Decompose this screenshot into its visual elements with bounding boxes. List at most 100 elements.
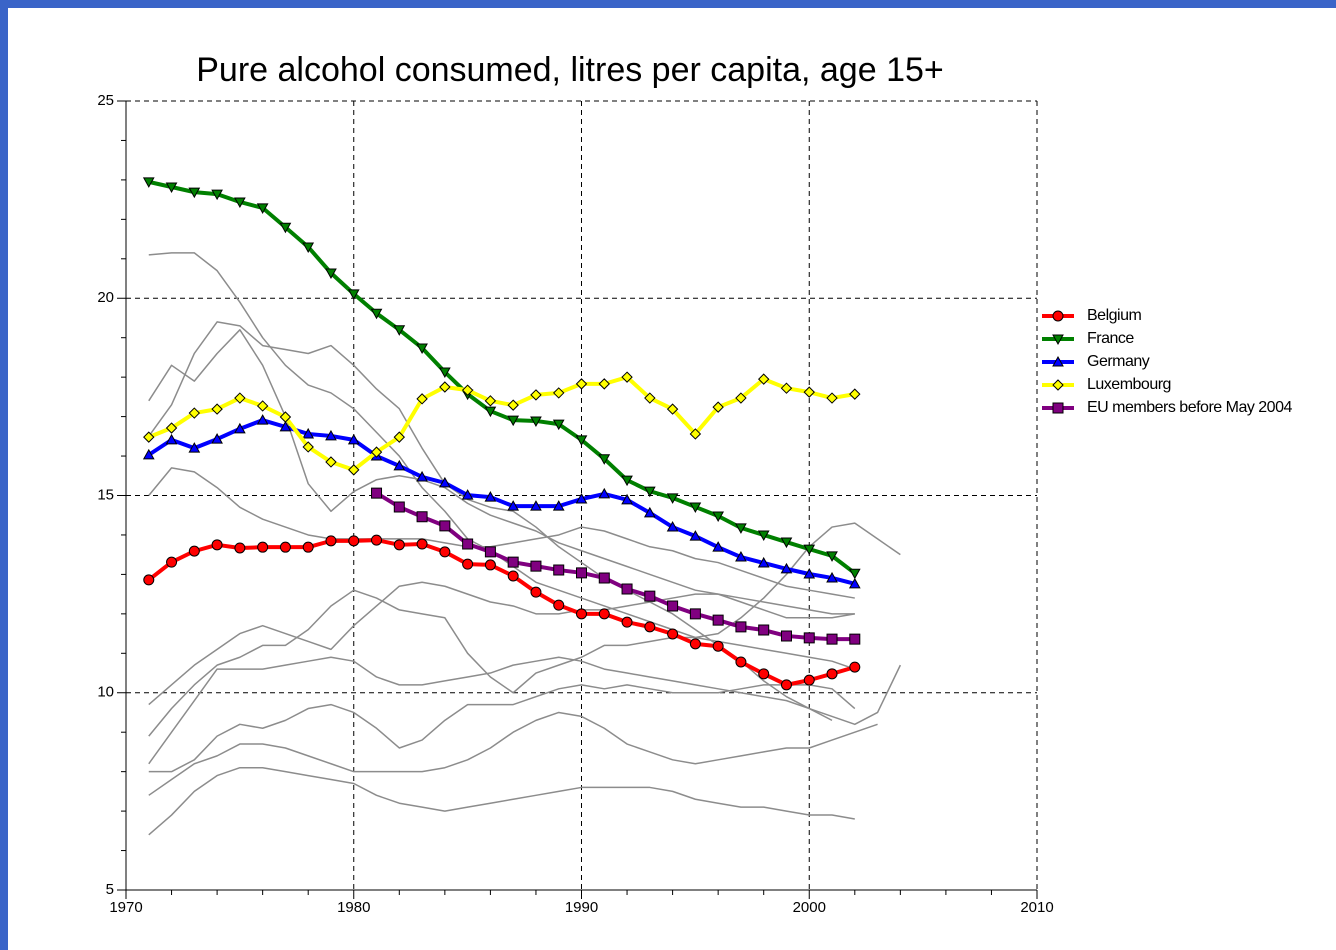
background-line bbox=[148, 329, 855, 615]
marker bbox=[416, 343, 428, 354]
page: Pure alcohol consumed, litres per capita… bbox=[8, 8, 1336, 950]
marker bbox=[735, 551, 747, 562]
marker bbox=[712, 640, 724, 652]
marker bbox=[689, 502, 702, 513]
background-line bbox=[148, 581, 855, 706]
marker bbox=[530, 500, 542, 511]
background-line bbox=[148, 684, 856, 773]
chart-title: Pure alcohol consumed, litres per capita… bbox=[196, 51, 944, 89]
marker bbox=[575, 378, 588, 390]
marker bbox=[552, 500, 565, 511]
marker bbox=[393, 501, 405, 513]
marker bbox=[439, 367, 451, 379]
x-tick-label: 1980 bbox=[337, 899, 370, 916]
marker bbox=[803, 674, 815, 686]
legend-label: Luxembourg bbox=[1087, 376, 1171, 393]
background-line bbox=[148, 467, 855, 599]
marker bbox=[1052, 402, 1064, 414]
background-line bbox=[148, 711, 878, 796]
y-tick-label: 5 bbox=[106, 881, 114, 898]
marker bbox=[575, 493, 588, 504]
marker bbox=[439, 520, 451, 532]
marker bbox=[302, 242, 315, 253]
marker bbox=[826, 571, 838, 583]
marker bbox=[416, 470, 428, 482]
marker bbox=[667, 628, 679, 640]
marker bbox=[644, 621, 656, 633]
marker bbox=[234, 422, 246, 434]
marker bbox=[188, 187, 201, 199]
background-line bbox=[148, 656, 902, 765]
marker bbox=[712, 401, 724, 413]
marker bbox=[507, 415, 520, 427]
legend-label: France bbox=[1087, 330, 1134, 347]
marker bbox=[234, 197, 246, 209]
marker bbox=[826, 392, 838, 404]
marker bbox=[849, 388, 861, 400]
marker bbox=[780, 562, 793, 574]
marker bbox=[576, 608, 587, 620]
marker bbox=[598, 487, 611, 499]
marker bbox=[461, 384, 474, 396]
series-line bbox=[375, 491, 855, 642]
marker bbox=[758, 624, 770, 636]
marker bbox=[621, 371, 633, 383]
marker bbox=[849, 661, 861, 673]
marker bbox=[757, 530, 770, 541]
y-tick-label: 15 bbox=[97, 486, 114, 503]
marker bbox=[188, 442, 201, 453]
marker bbox=[553, 599, 565, 611]
marker bbox=[439, 476, 451, 488]
marker bbox=[666, 521, 679, 532]
marker bbox=[393, 539, 405, 551]
marker bbox=[803, 632, 815, 644]
marker bbox=[257, 541, 269, 553]
background-line bbox=[148, 522, 901, 737]
marker bbox=[484, 406, 497, 418]
marker bbox=[325, 268, 337, 280]
marker bbox=[507, 399, 519, 411]
series-line bbox=[147, 538, 856, 687]
marker bbox=[211, 189, 223, 201]
marker bbox=[826, 668, 838, 680]
marker bbox=[621, 493, 633, 505]
marker bbox=[552, 419, 565, 431]
marker bbox=[143, 431, 155, 443]
background-line bbox=[148, 252, 856, 670]
marker bbox=[143, 574, 155, 586]
marker bbox=[757, 373, 770, 385]
marker bbox=[211, 433, 223, 444]
legend-label: Belgium bbox=[1087, 307, 1141, 324]
marker bbox=[553, 564, 565, 576]
marker bbox=[393, 459, 406, 471]
marker bbox=[302, 427, 315, 439]
marker bbox=[575, 435, 588, 446]
marker bbox=[1052, 310, 1064, 322]
marker bbox=[439, 381, 451, 393]
marker bbox=[165, 422, 178, 434]
marker bbox=[279, 541, 291, 553]
marker bbox=[325, 456, 337, 468]
marker bbox=[166, 556, 178, 568]
marker bbox=[530, 416, 542, 427]
marker bbox=[1052, 355, 1064, 367]
chart: Pure alcohol consumed, litres per capita… bbox=[97, 51, 1293, 916]
marker bbox=[848, 568, 861, 580]
marker bbox=[348, 535, 360, 547]
marker bbox=[370, 308, 383, 320]
marker bbox=[211, 403, 223, 415]
marker bbox=[234, 392, 246, 404]
marker bbox=[780, 537, 793, 549]
marker bbox=[507, 570, 519, 582]
legend-label: Germany bbox=[1087, 353, 1150, 370]
x-tick-label: 2010 bbox=[1020, 899, 1053, 916]
marker bbox=[598, 378, 610, 390]
marker bbox=[165, 182, 178, 194]
marker bbox=[142, 448, 155, 460]
marker bbox=[621, 616, 633, 628]
marker bbox=[188, 407, 201, 419]
marker bbox=[325, 429, 337, 441]
marker bbox=[484, 395, 497, 407]
marker bbox=[689, 428, 702, 440]
marker bbox=[393, 431, 406, 443]
